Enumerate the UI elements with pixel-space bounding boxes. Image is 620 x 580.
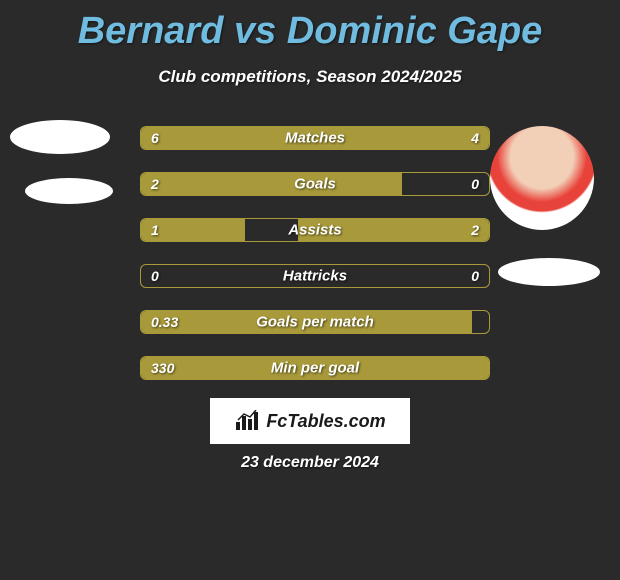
bar-label: Goals (141, 176, 489, 193)
season-subtitle: Club competitions, Season 2024/2025 (0, 67, 620, 87)
bar-goals: 2 Goals 0 (140, 172, 490, 196)
bar-right-value: 4 (471, 130, 479, 146)
bar-label: Matches (141, 130, 489, 147)
bar-goals-per-match: 0.33 Goals per match (140, 310, 490, 334)
player-left-avatar (10, 120, 110, 154)
bar-label: Hattricks (141, 268, 489, 285)
bar-right-value: 0 (471, 268, 479, 284)
player-right-avatar (490, 126, 594, 230)
player-right-club-badge (498, 258, 600, 286)
bar-label: Goals per match (141, 314, 489, 331)
bar-right-value: 0 (471, 176, 479, 192)
bar-hattricks: 0 Hattricks 0 (140, 264, 490, 288)
bar-label: Assists (141, 222, 489, 239)
bar-matches: 6 Matches 4 (140, 126, 490, 150)
bar-assists: 1 Assists 2 (140, 218, 490, 242)
bar-label: Min per goal (141, 360, 489, 377)
bar-min-per-goal: 330 Min per goal (140, 356, 490, 380)
logo-text: FcTables.com (266, 411, 385, 432)
fctables-logo: FcTables.com (210, 398, 410, 444)
date-text: 23 december 2024 (0, 454, 620, 472)
player-left-club-badge (25, 178, 113, 204)
page-title: Bernard vs Dominic Gape (0, 0, 620, 53)
chart-icon (234, 410, 260, 432)
comparison-bars: 6 Matches 4 2 Goals 0 1 Assists 2 0 Hatt… (140, 126, 490, 402)
bar-right-value: 2 (471, 222, 479, 238)
